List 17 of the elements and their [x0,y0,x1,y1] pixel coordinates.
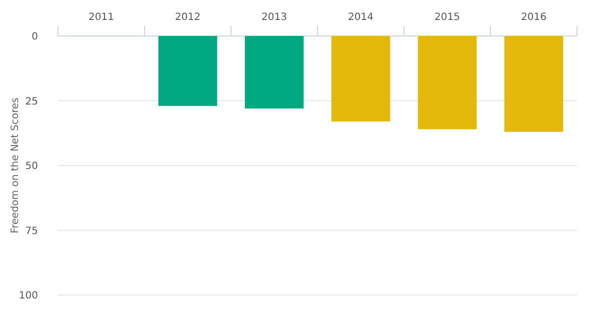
x-tick-label: 2011 [88,12,114,23]
y-tick-label: 0 [32,32,38,42]
y-axis-title: Freedom on the Net Scores [10,98,21,234]
x-tick-label: 2016 [521,12,546,23]
x-tick-label: 2012 [175,12,200,23]
x-tick-label: 2014 [348,12,374,23]
bar [418,36,477,130]
x-tick-label: 2015 [434,12,460,23]
y-tick-label: 75 [25,226,38,237]
y-tick-label: 25 [25,96,38,108]
bar [331,36,390,122]
y-tick-label: 50 [25,161,38,172]
bar [244,36,304,109]
bar [158,36,218,106]
bar [504,36,564,132]
x-tick-label: 2013 [262,12,287,23]
y-tick-label: 100 [18,290,38,302]
